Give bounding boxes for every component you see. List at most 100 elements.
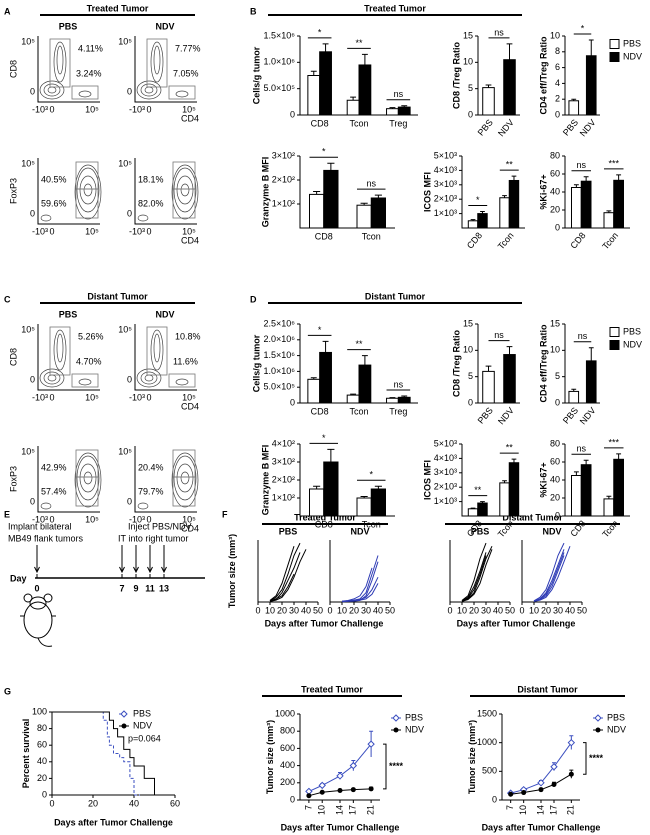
marker (120, 710, 128, 718)
series-line (52, 711, 135, 795)
axis (521, 540, 582, 603)
x-tick-label: 0 (327, 605, 332, 615)
x-tick-label: Tcon (496, 230, 516, 251)
error-bar (616, 174, 622, 181)
y-tick-label: 1.0×10⁶ (264, 366, 296, 376)
x-tick-label: 10⁵ (182, 226, 196, 236)
contour (180, 471, 190, 485)
gate (146, 326, 168, 376)
x-tick-label: CD8 (315, 231, 333, 241)
y-tick-label: 1500 (477, 708, 497, 718)
significance-label: ** (355, 38, 363, 48)
contour (173, 455, 197, 501)
contour (40, 214, 52, 222)
x-tick-label: Treg (389, 118, 407, 128)
y-tick-label: 40 (37, 756, 47, 766)
y-tick-label: 1000 (477, 737, 497, 747)
marker (551, 782, 557, 788)
legend-label: PBS (405, 712, 423, 722)
x-tick-label: CD8 (311, 406, 329, 416)
x-tick-label: 10⁵ (85, 392, 99, 402)
bar (397, 106, 411, 116)
legend-swatch (609, 327, 620, 337)
y-tick-label: 4×10² (272, 438, 295, 448)
x-tick-label: 0 (49, 514, 54, 524)
y-label: Cells/g tumor (252, 334, 262, 392)
error-bar (480, 210, 485, 214)
contour (40, 502, 52, 510)
y-tick-label: 8 (555, 46, 560, 56)
contour (175, 90, 189, 98)
day-label: 9 (133, 583, 138, 593)
bar (319, 51, 332, 116)
contour (56, 333, 64, 363)
contour (83, 471, 93, 485)
contour (176, 175, 194, 205)
mouse-icon (20, 593, 56, 647)
x-tick-label: Treg (389, 406, 407, 416)
y-label: %Ki-67+ (539, 462, 549, 497)
axis (299, 714, 380, 801)
x-tick-label: 0 (49, 392, 54, 402)
y-tick-label: 20 (550, 204, 560, 214)
y-label: Percent survival (21, 719, 31, 789)
arrow (147, 545, 153, 574)
significance-label: * (369, 470, 373, 480)
bar (499, 197, 510, 229)
gate-label: 40.5% (41, 174, 67, 184)
y-tick-label: 5 (468, 83, 473, 93)
error-bar (485, 365, 492, 372)
x-tick-label: 30 (361, 605, 371, 615)
bar (613, 179, 624, 229)
bar (568, 100, 580, 116)
error-bar (616, 453, 622, 460)
x-tick-label: 0 (146, 104, 151, 114)
contour (76, 455, 100, 501)
marker (121, 723, 127, 729)
significance-label: * (581, 23, 585, 33)
bar (356, 497, 372, 517)
x-tick-label: -10³ (32, 104, 48, 114)
marker (595, 727, 601, 733)
x-tick-label: -10³ (129, 392, 145, 402)
section-title: Treated Tumor (294, 512, 356, 522)
error-bar (401, 105, 408, 108)
error-bar (583, 459, 589, 465)
gate-label: 7.77% (175, 43, 201, 53)
significance-label: ns (494, 330, 504, 340)
x-tick-label: 10⁵ (182, 514, 196, 524)
subplot-title: NDV (542, 526, 561, 536)
y-label: Tumor size (mm³) (227, 534, 237, 608)
error-bar (588, 39, 594, 56)
series-line (269, 546, 295, 601)
x-tick-label: 0 (255, 605, 260, 615)
bar (571, 187, 582, 229)
panel-label: F (222, 509, 228, 519)
day-label: 11 (145, 583, 155, 593)
legend-swatch (609, 340, 620, 350)
panel-label: C (4, 294, 11, 304)
error-bar (470, 507, 476, 509)
significance-label: **** (389, 761, 404, 771)
subplot-title: NDV (350, 526, 369, 536)
bar (323, 169, 339, 229)
gate (71, 85, 99, 100)
y-tick-label: 1.0×10⁶ (264, 57, 296, 67)
bar (319, 351, 332, 404)
marker (567, 738, 576, 747)
y-label: CD4 eff/Treg Ratio (539, 324, 549, 403)
y-tick-label: 6 (555, 62, 560, 72)
gate (168, 373, 196, 388)
contour (47, 86, 57, 94)
x-tick-label: 10 (457, 605, 467, 615)
y-tick-label: 60 (37, 740, 47, 750)
y-tick-label: 0 (30, 496, 35, 506)
significance-label: * (322, 433, 326, 443)
marker (568, 771, 574, 777)
error-bar (313, 485, 321, 489)
x-tick-label: 20 (541, 605, 551, 615)
y-tick-label: 4×10³ (434, 453, 457, 463)
contour (39, 80, 65, 100)
y-tick-label: 2 (555, 94, 560, 104)
x-tick-label: PBS (476, 405, 495, 425)
